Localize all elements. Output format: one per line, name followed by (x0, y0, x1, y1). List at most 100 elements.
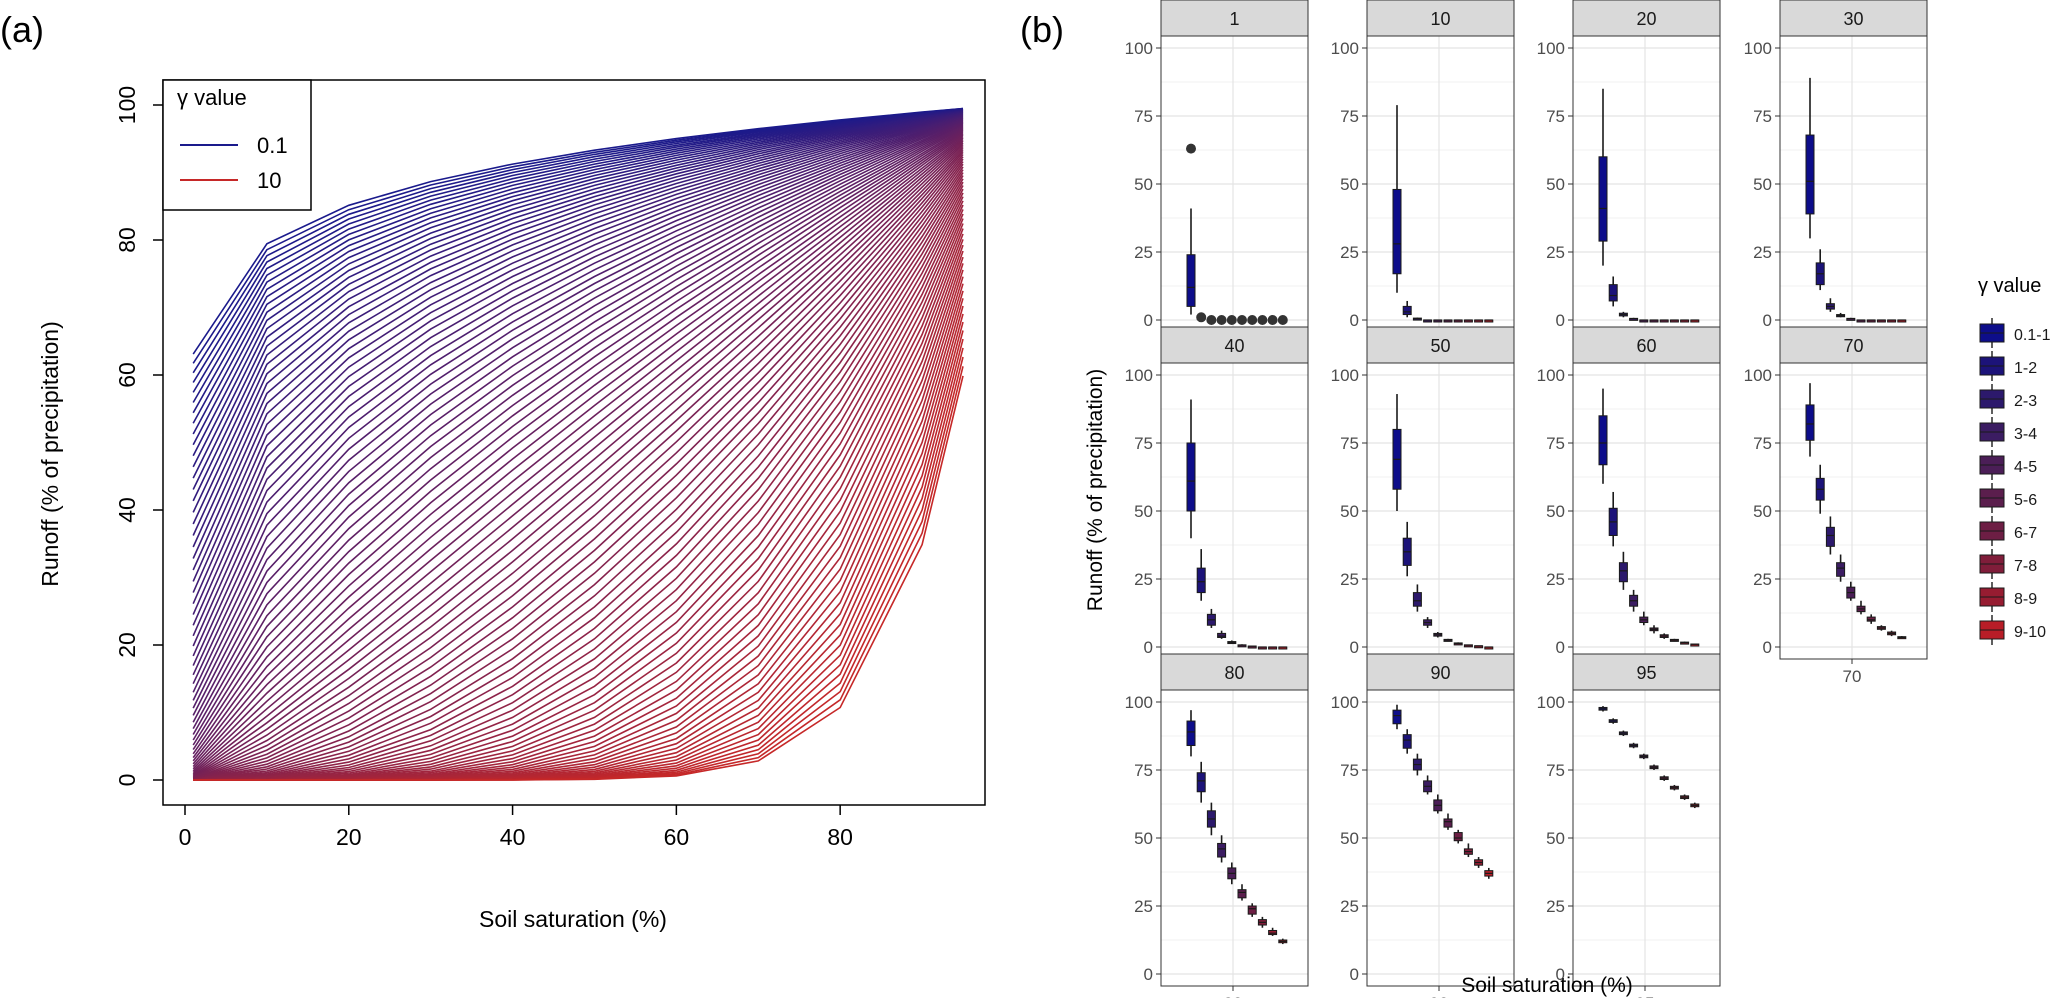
y-tick-label-25: 25 (1753, 243, 1772, 262)
facet-strip (1779, 326, 1928, 364)
series-line-67 (193, 175, 964, 781)
box-gamma-5-6 (1237, 889, 1247, 899)
box-gamma-3-4 (1217, 842, 1227, 858)
facet-strip-label: 40 (1224, 336, 1244, 356)
facet-90: 90 0 25 50 75 100 90 (1331, 653, 1515, 998)
y-tick-label-75: 75 (1546, 107, 1565, 126)
series-line-30 (192, 117, 964, 666)
box-gamma-0.1-1 (1186, 442, 1196, 512)
legend-label-3-4: 3-4 (2014, 426, 2037, 443)
legend-b-title: γ value (1978, 275, 2041, 297)
y-tick-label-100: 100 (1125, 366, 1153, 385)
facet-80: 80 0 25 50 75 100 80 (1125, 653, 1309, 998)
box-gamma-2-3 (1825, 526, 1835, 547)
series-line-36 (192, 121, 964, 716)
series-line-33 (192, 119, 964, 693)
series-line-21 (192, 112, 964, 571)
facet-strip-label: 80 (1224, 663, 1244, 683)
series-line-10 (192, 109, 964, 446)
series-line-60 (193, 156, 964, 781)
box-gamma-0.1-1 (1392, 188, 1402, 275)
y-tick-label-25: 25 (1546, 243, 1565, 262)
facet-70: 70 0 25 50 75 100 70 (1744, 326, 1928, 686)
box-gamma-2-3 (1618, 562, 1628, 583)
box-gamma-1-2 (1196, 567, 1206, 594)
panel-label-a: (a) (0, 9, 44, 50)
series-line-40 (192, 125, 964, 741)
x-tick-label: 90 (1430, 994, 1449, 998)
facet-10: 10025507510010 (1331, 0, 1515, 359)
box-gamma-3-4 (1836, 562, 1846, 577)
series-line-26 (192, 115, 964, 626)
y-tick-label-100: 100 (1331, 693, 1359, 712)
y-tick-label-25: 25 (1134, 570, 1153, 589)
series-line-55 (192, 145, 964, 779)
y-tick-label-75: 75 (1134, 434, 1153, 453)
y-tick-label-0: 0 (1350, 311, 1359, 330)
legend-label-6-7: 6-7 (2014, 525, 2037, 542)
box-gamma-6-7 (1247, 905, 1257, 915)
y-tick-label-20: 20 (114, 632, 140, 658)
panel-b-facet-boxplots: 1025507510011002550751001020025507510020… (1125, 0, 1928, 998)
series-line-45 (192, 130, 964, 762)
y-tick-label-75: 75 (1340, 107, 1359, 126)
y-tick-label-25: 25 (1134, 897, 1153, 916)
series-line-58 (192, 151, 964, 780)
outlier-point (1247, 315, 1258, 325)
series-line-61 (193, 158, 964, 781)
box-gamma-0.1-1 (1186, 254, 1196, 307)
box-gamma-0.1-1 (1186, 720, 1196, 747)
y-tick-label-0: 0 (1144, 965, 1153, 984)
facet-strip-label: 1 (1229, 9, 1239, 29)
y-tick-label-50: 50 (1340, 502, 1359, 521)
y-tick-label-75: 75 (1134, 107, 1153, 126)
legend-label-0.1-1: 0.1-1 (2014, 327, 2051, 344)
series-line-39 (192, 124, 964, 735)
outlier-point (1257, 315, 1268, 325)
y-tick-label-75: 75 (1134, 761, 1153, 780)
series-line-73 (193, 196, 964, 781)
facet-strip-label: 70 (1843, 336, 1863, 356)
facet-strip-label: 10 (1430, 9, 1450, 29)
series-line-41 (192, 126, 964, 746)
facet-strip-label: 95 (1636, 663, 1656, 683)
y-tick-label-75: 75 (1546, 761, 1565, 780)
y-tick-label-75: 75 (1546, 434, 1565, 453)
facet-panel-border (1160, 689, 1309, 987)
series-line-15 (192, 110, 964, 502)
outlier-point (1216, 315, 1227, 325)
facet-strip-label: 30 (1843, 9, 1863, 29)
box-gamma-6-7 (1453, 832, 1463, 842)
y-tick-label-25: 25 (1753, 570, 1772, 589)
box-gamma-0.1-1 (1598, 156, 1608, 242)
legend-label-low: 0.1 (257, 133, 288, 158)
legend-label-9-10: 9-10 (2014, 624, 2046, 641)
y-tick-label-25: 25 (1340, 897, 1359, 916)
box-gamma-1-2 (1402, 305, 1412, 316)
y-tick-label-50: 50 (1134, 829, 1153, 848)
y-tick-label-50: 50 (1546, 502, 1565, 521)
series-line-24 (192, 114, 964, 605)
facet-strip-label: 50 (1430, 336, 1450, 356)
y-tick-label-0: 0 (1556, 311, 1565, 330)
x-tick-label-80: 80 (827, 824, 853, 850)
y-tick-label-100: 100 (1125, 693, 1153, 712)
facet-50: 50025507510050 (1331, 326, 1515, 686)
series-line-65 (193, 169, 964, 781)
y-tick-label-0: 0 (1763, 311, 1772, 330)
box-gamma-2-3 (1412, 592, 1422, 607)
y-tick-label-0: 0 (1350, 638, 1359, 657)
series-line-38 (192, 123, 964, 729)
series-line-100 (193, 375, 964, 781)
box-gamma-6-7 (1866, 616, 1876, 622)
box-gamma-0.1-1 (1805, 404, 1815, 441)
series-line-66 (193, 172, 964, 781)
series-line-22 (192, 113, 964, 582)
series-line-46 (192, 131, 964, 765)
facet-strip-label: 20 (1636, 9, 1656, 29)
y-tick-label-75: 75 (1340, 434, 1359, 453)
series-line-59 (192, 153, 964, 781)
y-tick-label-0: 0 (1556, 965, 1565, 984)
